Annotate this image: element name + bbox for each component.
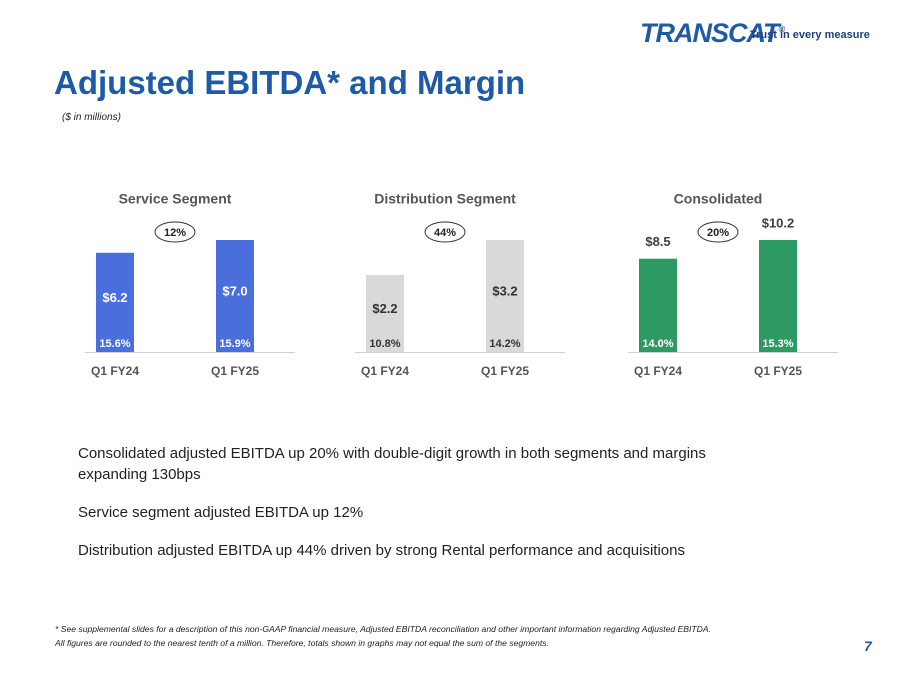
chart-title: Service Segment xyxy=(119,191,232,207)
footnote: * See supplemental slides for a descript… xyxy=(55,622,711,650)
bar xyxy=(366,275,404,352)
bullets: Consolidated adjusted EBITDA up 20% with… xyxy=(78,443,778,561)
bullet: Consolidated adjusted EBITDA up 20% with… xyxy=(78,445,706,483)
x-tick-label: Q1 FY24 xyxy=(361,364,409,378)
bullet: Service segment adjusted EBITDA up 12% xyxy=(78,504,364,521)
footnote-line: All figures are rounded to the nearest t… xyxy=(55,638,549,648)
value-label: $10.2 xyxy=(762,215,795,230)
bar xyxy=(639,258,677,352)
margin-label: 15.9% xyxy=(219,338,250,350)
value-label: $6.2 xyxy=(102,290,127,305)
annotation: 44% xyxy=(434,227,456,239)
bar xyxy=(759,240,797,352)
x-tick-label: Q1 FY24 xyxy=(634,364,682,378)
x-tick-label: Q1 FY25 xyxy=(754,364,802,378)
margin-label: 14.2% xyxy=(489,338,520,350)
annotation-oval xyxy=(424,221,466,243)
page-number: 7 xyxy=(864,638,872,654)
annotation-oval xyxy=(697,221,739,243)
chart-title: Consolidated xyxy=(674,191,763,207)
margin-label: 15.3% xyxy=(762,338,793,350)
margin-label: 14.0% xyxy=(642,338,673,350)
logo-mark: ® xyxy=(778,24,785,34)
annotation-oval xyxy=(154,221,196,243)
logo: TRANSCAT® xyxy=(640,18,785,49)
footnote-line: * See supplemental slides for a descript… xyxy=(55,624,712,634)
value-label: $8.5 xyxy=(645,234,670,249)
bar xyxy=(486,240,524,352)
bar xyxy=(96,252,134,352)
charts: Service Segment 12% $6.2 15.6% Q1 FY24 $7.0 15… xyxy=(85,191,838,378)
chart-title: Distribution Segment xyxy=(374,191,516,207)
logo-text: TRANSCAT xyxy=(640,18,779,48)
bar xyxy=(216,240,254,352)
annotation: 12% xyxy=(164,227,186,239)
x-tick-label: Q1 FY25 xyxy=(211,364,259,378)
bullet: Distribution adjusted EBITDA up 44% driv… xyxy=(78,542,685,559)
subtitle: ($ in millions) xyxy=(62,112,121,123)
annotation: 20% xyxy=(707,227,729,239)
value-label: $7.0 xyxy=(222,283,247,298)
x-tick-label: Q1 FY25 xyxy=(481,364,529,378)
x-tick-label: Q1 FY24 xyxy=(91,364,139,378)
tagline: Trust in every measure xyxy=(750,29,870,41)
value-label: $2.2 xyxy=(372,301,397,316)
margin-label: 15.6% xyxy=(99,338,130,350)
value-label: $3.2 xyxy=(492,283,517,298)
slide-title: Adjusted EBITDA* and Margin xyxy=(54,64,526,101)
margin-label: 10.8% xyxy=(369,338,400,350)
